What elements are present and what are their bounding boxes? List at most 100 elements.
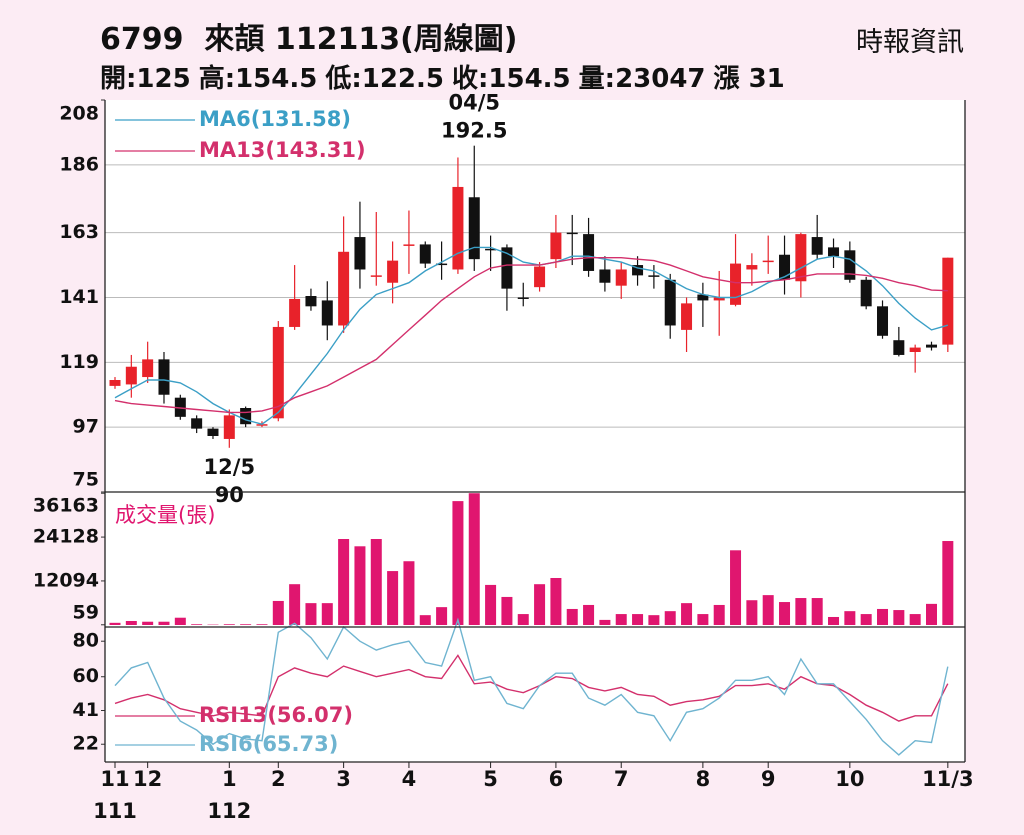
y-tick-label: 208 <box>59 103 99 125</box>
volume-bar <box>828 616 840 625</box>
volume-bar <box>909 614 921 625</box>
candle-body <box>811 237 823 255</box>
candle-body <box>158 359 170 395</box>
candle-body <box>223 415 235 439</box>
annotation-date: 04/5 <box>449 91 501 115</box>
volume-bar <box>142 621 154 625</box>
volume-bar <box>338 539 350 625</box>
volume-bar <box>942 541 954 625</box>
volume-bar <box>599 619 611 625</box>
candle-body <box>436 263 448 266</box>
candle-body <box>566 232 578 235</box>
volume-bar <box>256 624 268 625</box>
annotation-value: 90 <box>215 483 244 507</box>
volume-bar <box>517 614 529 625</box>
summary-value: 154.5 <box>488 64 571 94</box>
ma-line <box>114 246 948 425</box>
candle-body <box>746 265 758 270</box>
summary-value: 122.5 <box>361 64 444 94</box>
candle-body <box>795 234 807 282</box>
volume-bar <box>125 620 137 625</box>
volume-bar <box>893 610 905 625</box>
candle-body <box>942 257 954 345</box>
title: 6799 來頡 112113(周線圖) <box>100 22 518 57</box>
x-tick-label: 1 <box>222 767 237 791</box>
volume-bar <box>452 501 464 625</box>
summary: 開:125 高:154.5 低:122.5 收:154.5 量:23047 漲 31 <box>100 58 785 95</box>
volume-bar <box>615 614 627 625</box>
candle-body <box>174 397 186 417</box>
y-tick-label: 80 <box>73 630 99 652</box>
y-tick-label: 141 <box>59 286 99 308</box>
volume-bar <box>811 598 823 625</box>
y-tick-label: 12094 <box>33 569 99 591</box>
y-tick-label: 75 <box>73 469 99 491</box>
candle-body <box>207 428 219 436</box>
candle-body <box>452 186 464 270</box>
x-tick-label: 8 <box>696 767 711 791</box>
candle-body <box>517 297 529 299</box>
candle-body <box>909 347 921 352</box>
volume-bar <box>419 615 431 625</box>
x-tick-label: 6 <box>549 767 564 791</box>
summary-value: 31 <box>748 64 785 94</box>
candle-body <box>125 366 137 385</box>
x-tick-label: 12 <box>133 767 162 791</box>
volume-bar <box>697 614 709 625</box>
plot-area <box>105 100 965 762</box>
candle-body <box>370 275 382 277</box>
volume-bar <box>158 621 170 625</box>
candle-body <box>272 326 284 419</box>
volume-bar <box>762 595 774 625</box>
volume-bar <box>550 577 562 625</box>
summary-label: 低: <box>325 64 362 94</box>
candle-body <box>648 275 660 277</box>
volume-bar <box>354 546 366 625</box>
rsi-line <box>114 654 949 722</box>
candle-body <box>387 260 399 283</box>
candle-body <box>419 244 431 264</box>
x-tick-label: 11 <box>100 767 129 791</box>
volume-bar <box>223 624 235 625</box>
candle-body <box>354 237 366 270</box>
candle-body <box>926 344 937 348</box>
volume-bar <box>713 604 725 625</box>
volume-bar <box>174 617 186 625</box>
candle-body <box>550 232 562 260</box>
candle-body <box>191 418 203 429</box>
volume-bar <box>191 624 203 625</box>
x-tick-label: 9 <box>761 767 776 791</box>
volume-bar <box>583 604 595 625</box>
volume-bar <box>746 600 758 625</box>
candle-body <box>893 340 905 355</box>
summary-item: 開:125 <box>100 58 191 95</box>
legend-label: RSI13(56.07) <box>199 703 353 727</box>
candle-body <box>779 254 791 280</box>
volume-bar <box>305 603 317 625</box>
rsi-line <box>114 617 949 756</box>
candle-body <box>730 263 742 305</box>
y-tick-label: 186 <box>59 153 99 175</box>
x-tick-label: 4 <box>402 767 417 791</box>
volume-bar <box>730 550 742 625</box>
volume-bar <box>566 608 578 625</box>
candle-body <box>142 359 154 378</box>
x-year-label: 112 <box>207 799 251 823</box>
candle-body <box>109 380 121 386</box>
volume-bar <box>485 584 497 625</box>
candle-body <box>828 247 840 257</box>
candle-body <box>632 265 644 276</box>
candle-body <box>681 303 693 330</box>
y-tick-label: 59 <box>73 602 99 624</box>
volume-bar <box>860 614 872 625</box>
candle-body <box>240 408 252 425</box>
summary-item: 高:154.5 <box>199 58 318 95</box>
volume-bar <box>681 603 693 625</box>
candle-body <box>615 269 627 286</box>
volume-bar <box>779 602 791 625</box>
candle-body <box>664 279 676 326</box>
volume-bar <box>926 603 937 625</box>
candle-body <box>321 300 333 326</box>
